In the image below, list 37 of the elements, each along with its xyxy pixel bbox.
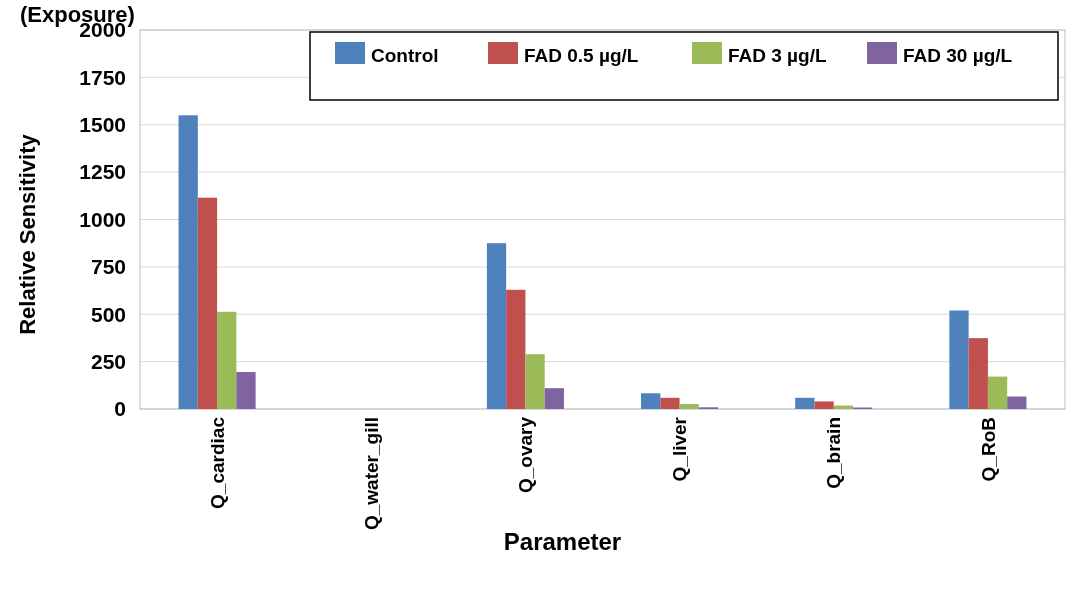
bar [236, 372, 256, 409]
bar [987, 376, 1008, 409]
bar [506, 289, 526, 409]
x-tick-label: Q_cardiac [206, 416, 228, 509]
x-tick-label: Q_water_gill [360, 417, 382, 530]
x-tick-label: Q_liver [669, 416, 691, 482]
y-tick-label: 1000 [79, 207, 126, 231]
bar [679, 404, 699, 409]
x-tick-label: Q_RoB [977, 417, 999, 482]
bar [525, 354, 545, 409]
x-tick-label: Q_ovary [515, 416, 537, 494]
bar [178, 115, 198, 409]
y-tick-label: 0 [114, 397, 126, 421]
legend-label: FAD 30 µg/L [903, 45, 1013, 66]
y-tick-label: 1500 [79, 113, 126, 137]
y-tick-label: 250 [90, 349, 126, 373]
bar [660, 397, 680, 409]
y-tick-label: 1250 [79, 160, 126, 184]
x-tick-label: Q_brain [823, 417, 845, 489]
bar [968, 338, 988, 409]
bar [197, 197, 218, 409]
bar [949, 310, 969, 409]
legend-label: FAD 3 µg/L [728, 45, 827, 66]
bar [544, 388, 564, 409]
y-tick-label: 750 [90, 255, 126, 279]
y-axis-title: Relative Sensitivity [15, 133, 40, 335]
bar [217, 311, 237, 409]
bar [486, 243, 507, 409]
legend-label: Control [371, 45, 439, 66]
bar [814, 401, 834, 409]
legend-label: FAD 0.5 µg/L [524, 45, 639, 66]
y-tick-label: 500 [90, 302, 126, 326]
bar [641, 393, 661, 409]
y-tick-label: 1750 [79, 65, 126, 89]
x-axis-title: Parameter [503, 528, 622, 555]
bar [1007, 396, 1027, 409]
bar [795, 397, 815, 409]
